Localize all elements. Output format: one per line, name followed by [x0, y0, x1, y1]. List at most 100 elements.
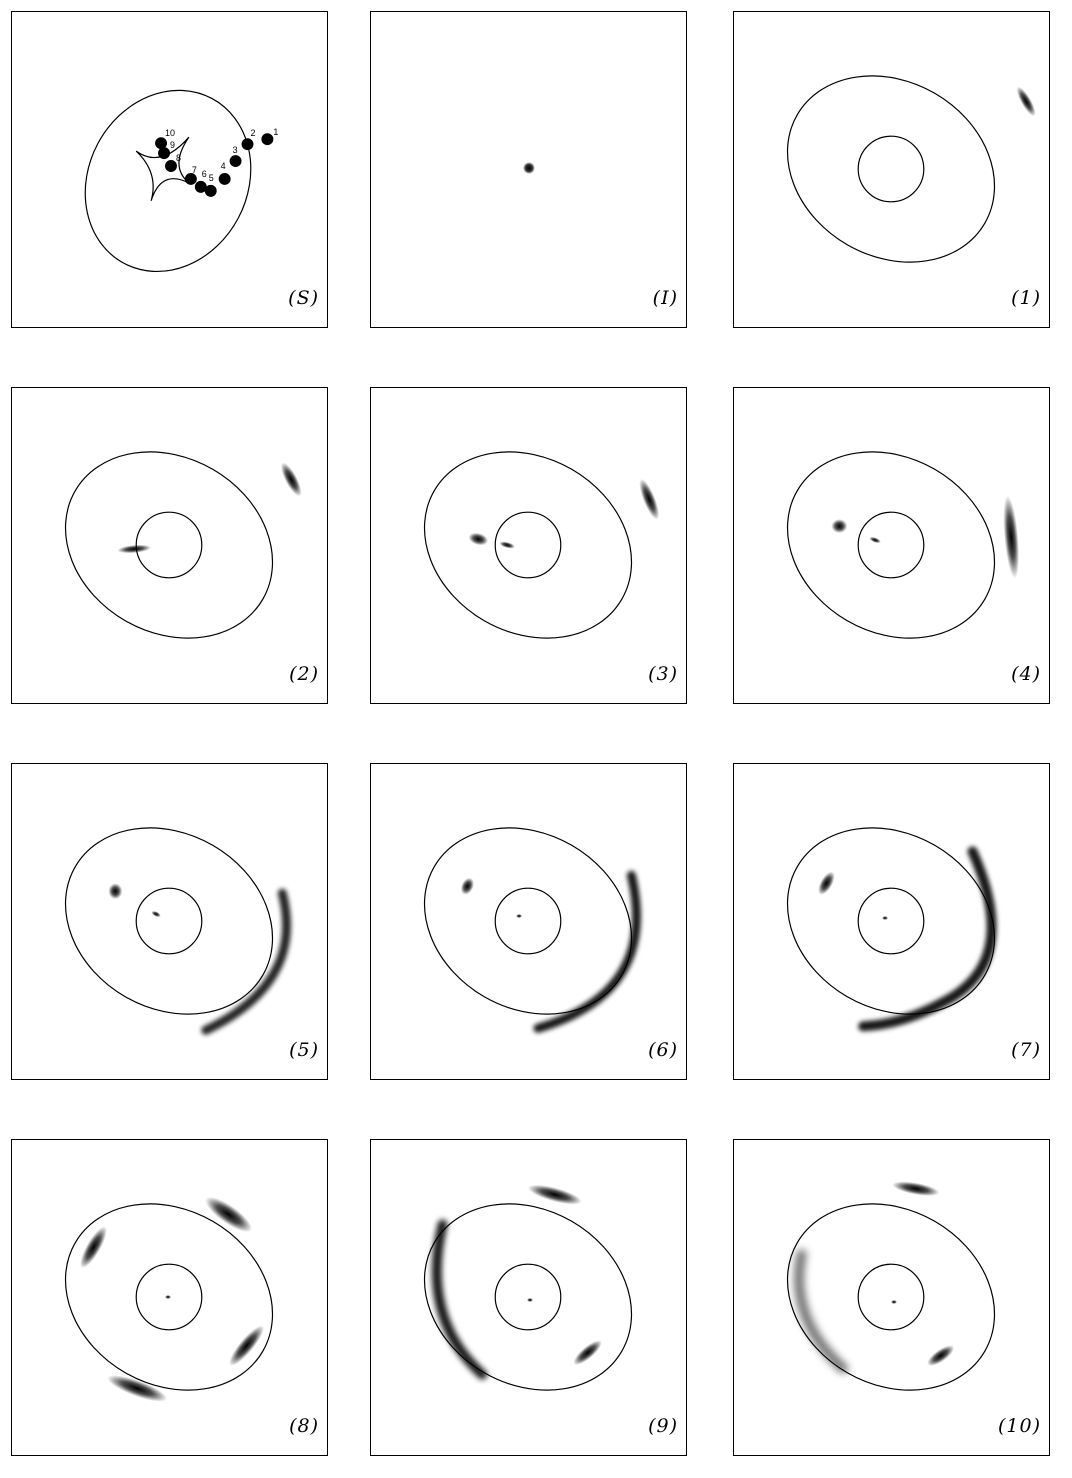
critical-curve-outer: [786, 451, 996, 639]
panel-3-svg: [423, 451, 660, 639]
source-point-1: [261, 133, 274, 146]
source-point-10: [155, 137, 168, 150]
critical-curve-outer: [423, 451, 633, 639]
lensed-image-central: [527, 1297, 533, 1302]
source-point-6: [194, 180, 207, 193]
outer-caustic: [84, 89, 252, 273]
lensed-image-top: [205, 1196, 252, 1233]
source-point-3: [229, 155, 242, 168]
point-label-3: 3: [233, 145, 238, 155]
panel-2: (2): [11, 387, 328, 704]
panel-5-svg: [64, 827, 291, 1035]
lensed-image-central: [516, 914, 523, 919]
lensed-image: [460, 877, 474, 895]
lensed-image-arc: [1003, 495, 1020, 579]
lensed-image-right: [229, 1325, 264, 1366]
image-plane-svg: [523, 162, 535, 174]
panel-label: (4): [1011, 663, 1041, 685]
lensed-image-central: [891, 1299, 897, 1304]
critical-curve-inner: [857, 511, 925, 579]
panel-label: (1): [1011, 287, 1041, 309]
point-label-5: 5: [209, 173, 214, 183]
lensed-image: [117, 544, 152, 554]
lensed-image-arc: [201, 888, 291, 1035]
lensed-image-arc: [280, 462, 302, 497]
critical-curve-outer: [423, 827, 633, 1015]
panel-label: (5): [289, 1039, 319, 1061]
lensed-image-right: [927, 1345, 955, 1366]
panel-3: (3): [370, 387, 687, 704]
panel-1: (1): [733, 11, 1050, 328]
source-point-2: [241, 138, 254, 151]
source-point-4: [218, 172, 231, 185]
point-label-8: 8: [176, 153, 181, 163]
panel-label: (7): [1011, 1039, 1041, 1061]
panel-8-svg: [64, 1196, 274, 1402]
critical-curve-outer: [64, 1203, 274, 1391]
panel-label: (S): [288, 287, 319, 309]
source-point-5: [204, 184, 217, 197]
lensed-image-arc: [431, 1219, 488, 1380]
point-label-2: 2: [250, 128, 255, 138]
point-label-9: 9: [170, 140, 175, 150]
source-positions: [155, 133, 274, 197]
lensed-image-arc: [794, 1249, 849, 1374]
panel-5: (5): [11, 763, 328, 1080]
point-label-10: 10: [165, 128, 175, 138]
source-plane-svg: 1 2 3 4 5 6 7 8 9 10: [84, 89, 278, 273]
critical-curve-inner: [494, 887, 562, 955]
panel-label: (10): [997, 1415, 1041, 1437]
critical-curve-inner: [857, 1263, 925, 1331]
panel-9: (9): [370, 1139, 687, 1456]
critical-curve-outer: [786, 75, 996, 263]
panel-2-svg: [64, 451, 302, 639]
critical-curve-inner: [494, 1263, 562, 1331]
critical-curve-inner: [494, 511, 562, 579]
critical-curve-inner: [135, 887, 203, 955]
lensed-image: [1016, 86, 1036, 117]
critical-curve-inner: [135, 1263, 203, 1331]
critical-curve-inner: [135, 511, 203, 579]
panel-10-svg: [786, 1181, 996, 1391]
lensed-image-central: [869, 536, 881, 544]
panel-8: (8): [11, 1139, 328, 1456]
panel-image-plane: (I): [370, 11, 687, 328]
lensed-image-arc: [639, 478, 660, 520]
lensed-image: [468, 532, 489, 546]
panel-label: (2): [289, 663, 319, 685]
lens-image-dot: [523, 162, 535, 174]
lensed-image-arc: [858, 846, 997, 1032]
lensed-image-arc: [533, 870, 641, 1033]
lensed-image-top: [892, 1181, 940, 1196]
panel-9-svg: [423, 1184, 633, 1391]
lensed-image-bottom: [107, 1375, 168, 1402]
lensed-image-central: [882, 916, 889, 921]
critical-curve-outer: [64, 827, 274, 1015]
panel-6: (6): [370, 763, 687, 1080]
source-point-9: [158, 147, 170, 160]
panel-label: (3): [648, 663, 678, 685]
panel-7: (7): [733, 763, 1050, 1080]
point-label-6: 6: [202, 169, 207, 179]
lensed-image-top: [527, 1184, 582, 1205]
critical-curve-inner: [857, 135, 925, 203]
lensed-image-central: [151, 910, 161, 918]
lensed-image-central: [499, 541, 515, 549]
critical-curve-inner: [857, 887, 925, 955]
panel-7-svg: [786, 827, 997, 1032]
panel-1-svg: [786, 75, 1036, 263]
lensed-image-left: [80, 1226, 107, 1269]
critical-curve-outer: [423, 1203, 633, 1391]
lensed-image-central: [165, 1295, 171, 1299]
panel-source-plane: 1 2 3 4 5 6 7 8 9 10 (S): [11, 11, 328, 328]
panel-10: (10): [733, 1139, 1050, 1456]
panel-6-svg: [423, 827, 641, 1033]
lensed-image-right: [573, 1340, 602, 1366]
source-point-8: [165, 160, 177, 172]
point-label-7: 7: [192, 165, 197, 175]
critical-curve-outer: [786, 827, 996, 1015]
panel-label: (8): [289, 1415, 319, 1437]
critical-curve-outer: [786, 1203, 996, 1391]
lensed-image: [818, 871, 835, 895]
panel-label: (I): [652, 287, 678, 309]
